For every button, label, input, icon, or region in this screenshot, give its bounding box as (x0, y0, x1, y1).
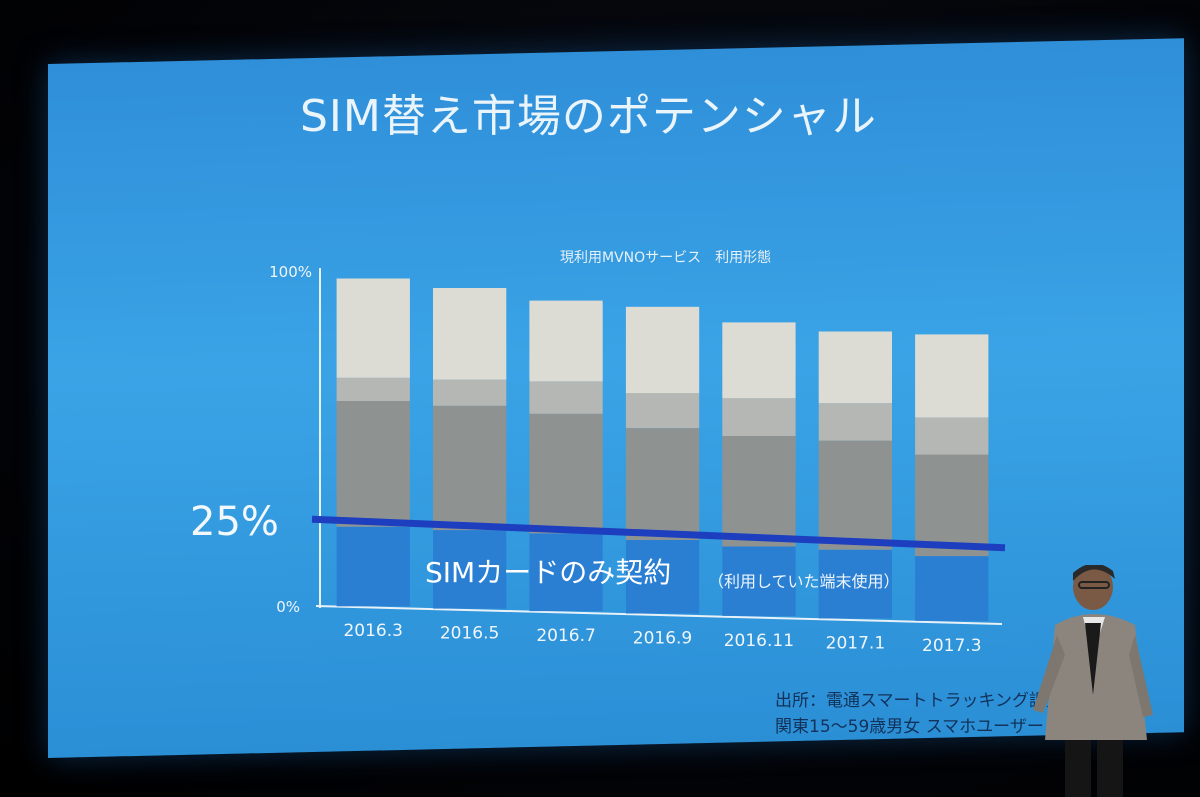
x-tick-label: 2016.11 (724, 631, 794, 651)
source-note: 出所：電通スマートトラッキング調査 (775, 691, 1063, 711)
x-axis (315, 605, 1003, 625)
presenter-icon (1033, 565, 1153, 797)
y-tick-label: 0% (276, 598, 300, 616)
bar-segment-1-2016.7 (529, 533, 603, 612)
bar-segment-3-2016.3 (336, 377, 410, 401)
bar-segment-2-2016.3 (336, 400, 410, 527)
bar-segment-3-2016.7 (529, 381, 603, 414)
bar-segment-4-2016.5 (433, 288, 507, 380)
bar-segment-4-2017.1 (818, 331, 892, 404)
bar-segment-4-2016.11 (722, 322, 796, 399)
x-tick-label: 2016.3 (343, 621, 402, 641)
reference-line-label: 25% (190, 499, 279, 545)
bar-segment-2-2016.11 (722, 436, 796, 547)
bar-segment-4-2016.9 (625, 306, 700, 394)
bar-segment-4-2016.7 (529, 300, 603, 382)
source-sample-note: 関東15〜59歳男女 スマホユーザー n=600 (775, 717, 1107, 737)
x-tick-label: 2017.1 (826, 633, 885, 653)
x-tick-label: 2016.7 (536, 626, 595, 646)
y-tick-label: 100% (269, 263, 312, 281)
bar-segment-1-2016.3 (336, 526, 410, 607)
slide-title: SIM替え市場のポテンシャル (300, 91, 877, 142)
bar-segment-3-2017.3 (915, 417, 989, 455)
bar-segment-3-2017.1 (818, 403, 892, 441)
bar-segment-1-2016.5 (433, 530, 507, 609)
annotation-sub: （利用していた端末使用） (708, 572, 900, 591)
annotation-main: SIMカードのみ契約 (425, 556, 671, 589)
bar-segment-2-2016.7 (529, 413, 603, 534)
bar-segment-1-2016.9 (625, 540, 700, 614)
bar-segment-3-2016.9 (625, 393, 700, 429)
bar-segment-2-2016.5 (433, 405, 507, 531)
bar-segment-1-2017.1 (818, 549, 892, 619)
bar-segment-3-2016.5 (433, 379, 507, 406)
bar-segment-3-2016.11 (722, 398, 796, 436)
bar-segment-2-2017.1 (818, 440, 892, 550)
bar-segment-4-2016.3 (336, 278, 410, 378)
bar-segment-2-2017.3 (915, 454, 989, 557)
x-tick-label: 2016.5 (440, 624, 499, 644)
x-tick-label: 2017.3 (922, 636, 981, 656)
x-tick-label: 2016.9 (633, 629, 692, 649)
bar-segment-1-2017.3 (915, 556, 989, 621)
reference-line-25 (311, 515, 1006, 552)
bar-segment-1-2016.11 (722, 546, 796, 616)
chart-subtitle: 現利用MVNOサービス 利用形態 (560, 250, 772, 266)
bar-segment-4-2017.3 (915, 334, 989, 418)
bar-segment-2-2016.9 (625, 428, 700, 540)
